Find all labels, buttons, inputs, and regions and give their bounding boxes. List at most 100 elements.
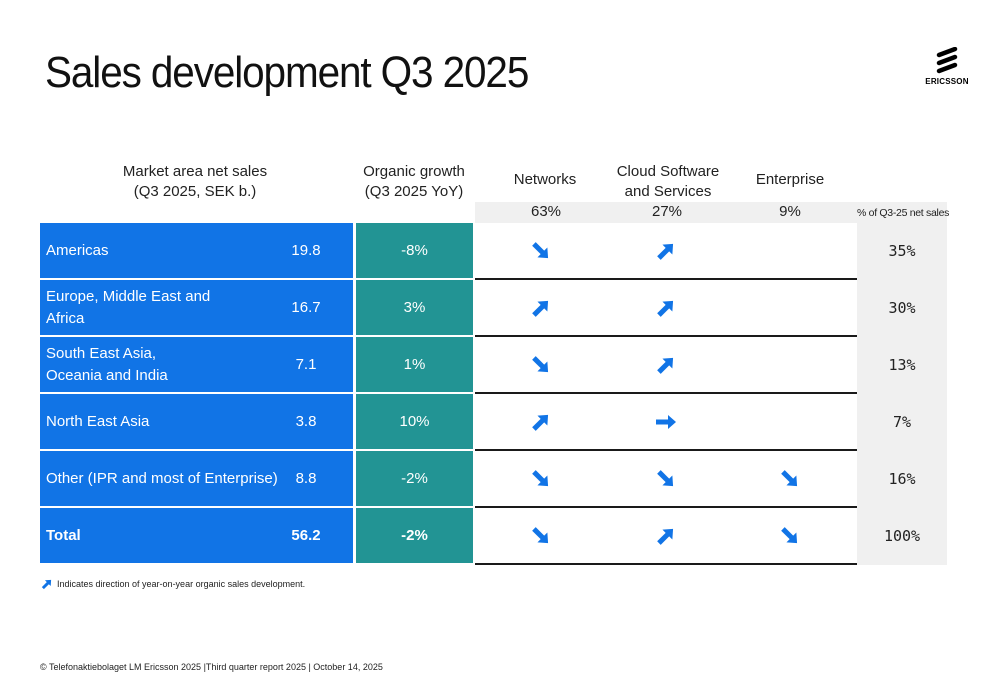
header-cloud-line2: and Services	[624, 183, 712, 200]
segment-share-band	[475, 202, 947, 223]
market-area-name: South East Asia, Oceania and India	[46, 337, 286, 392]
table-row: Europe, Middle East and Africa 16.7 3% 30%	[40, 280, 947, 337]
cloud-trend	[654, 524, 678, 548]
net-sales-value: 8.8	[295, 470, 317, 487]
table-row: North East Asia 3.8 10% 7%	[40, 394, 947, 451]
net-sales-value: 56.2	[291, 527, 321, 544]
share-value: 7%	[892, 412, 912, 431]
row-divider	[475, 335, 857, 337]
cloud-trend	[654, 467, 678, 491]
row-divider	[475, 278, 857, 280]
legend: Indicates direction of year-on-year orga…	[40, 577, 305, 591]
networks-trend	[529, 353, 553, 377]
market-area-cell: Total 56.2	[40, 508, 353, 563]
cloud-trend	[654, 239, 678, 263]
table-row: South East Asia, Oceania and India 7.1 1% 13…	[40, 337, 947, 394]
area-name-line: North East Asia	[46, 412, 150, 430]
arrow-up-icon	[532, 414, 549, 431]
arrow-up-icon	[657, 243, 674, 260]
share-label: % of Q3-25 net sales	[857, 207, 950, 219]
net-sales-value: 19.8	[291, 242, 321, 259]
row-divider	[475, 506, 857, 508]
market-area-cell: Europe, Middle East and Africa 16.7	[40, 280, 353, 335]
row-divider	[475, 563, 857, 565]
enterprise-trend	[778, 524, 802, 548]
area-name-line: Other (IPR and most of Enterprise)	[46, 469, 278, 487]
net-sales-value: 16.7	[291, 299, 321, 316]
logo-text: ERICSSON	[925, 77, 969, 86]
market-area-cell: Other (IPR and most of Enterprise) 8.8	[40, 451, 353, 506]
ericsson-logo-icon	[936, 47, 958, 74]
cloud-trend	[654, 353, 678, 377]
area-name-line: Europe, Middle East and	[46, 287, 211, 305]
arrow-up-icon	[532, 300, 549, 317]
header-cloud-software: Cloud Software and Services	[603, 162, 733, 202]
arrow-down-icon	[781, 470, 798, 487]
share-value: 30%	[888, 298, 916, 317]
cloud-trend	[654, 296, 678, 320]
networks-trend	[529, 467, 553, 491]
table-row: Total 56.2 -2% 100%	[40, 508, 947, 565]
organic-growth-value: 10%	[356, 394, 473, 449]
market-area-cell: South East Asia, Oceania and India 7.1	[40, 337, 353, 392]
table-row: Americas 19.8 -8% 35%	[40, 223, 947, 280]
cloud-share: 27%	[651, 203, 683, 220]
header-market-area-line1: Market area net sales	[122, 163, 268, 180]
ericsson-logo: ERICSSON	[922, 47, 972, 86]
organic-growth-value: -2%	[356, 451, 473, 506]
table-row: Other (IPR and most of Enterprise) 8.8 -2%…	[40, 451, 947, 508]
enterprise-trend	[778, 467, 802, 491]
networks-trend	[529, 239, 553, 263]
header-market-area-line2: (Q3 2025, SEK b.)	[133, 183, 257, 200]
area-name-line: Total	[46, 526, 81, 544]
net-sales-value: 7.1	[295, 356, 317, 373]
market-area-name: Americas	[46, 223, 286, 278]
cloud-trend	[654, 410, 678, 434]
organic-growth-value: -2%	[356, 508, 473, 563]
market-area-name: Europe, Middle East and Africa	[46, 280, 286, 335]
header-organic-growth-line1: Organic growth	[363, 163, 465, 180]
arrow-down-icon	[532, 242, 549, 259]
arrow-up-icon	[657, 300, 674, 317]
arrow-down-icon	[532, 356, 549, 373]
networks-trend	[529, 524, 553, 548]
arrow-up-icon	[657, 357, 674, 374]
arrow-down-icon	[532, 527, 549, 544]
market-area-cell: North East Asia 3.8	[40, 394, 353, 449]
organic-growth-value: 3%	[356, 280, 473, 335]
area-name-line: Americas	[46, 241, 109, 259]
organic-growth-value: -8%	[356, 223, 473, 278]
market-area-name: Total	[46, 508, 286, 563]
header-organic-growth-line2: (Q3 2025 YoY)	[364, 183, 464, 200]
enterprise-share: 9%	[779, 203, 801, 220]
net-sales-value: 3.8	[295, 413, 317, 430]
page-title: Sales development Q3 2025	[45, 48, 529, 97]
legend-text: Indicates direction of year-on-year orga…	[57, 579, 306, 589]
arrow-down-icon	[532, 470, 549, 487]
header-networks: Networks	[513, 171, 577, 188]
area-name-line: South East Asia,	[46, 344, 157, 362]
area-name-line: Oceania and India	[46, 366, 168, 384]
share-value: 100%	[883, 526, 921, 545]
arrow-down-icon	[657, 470, 674, 487]
area-name-line: Africa	[46, 309, 85, 327]
footer: © Telefonaktiebolaget LM Ericsson 2025 |…	[40, 662, 383, 672]
share-value: 13%	[888, 355, 916, 374]
row-divider	[475, 449, 857, 451]
arrow-up-right-icon	[41, 579, 52, 590]
market-area-cell: Americas 19.8	[40, 223, 353, 278]
header-enterprise: Enterprise	[755, 171, 825, 188]
organic-growth-value: 1%	[356, 337, 473, 392]
header-organic-growth: Organic growth (Q3 2025 YoY)	[355, 162, 473, 202]
header-market-area: Market area net sales (Q3 2025, SEK b.)	[40, 162, 350, 202]
networks-share: 63%	[530, 203, 562, 220]
market-area-name: North East Asia	[46, 394, 286, 449]
networks-trend	[529, 410, 553, 434]
networks-trend	[529, 296, 553, 320]
arrow-down-icon	[781, 527, 798, 544]
share-value: 35%	[888, 241, 916, 260]
market-area-name: Other (IPR and most of Enterprise)	[46, 451, 286, 506]
arrow-up-icon	[657, 528, 674, 545]
arrow-flat-icon	[656, 415, 676, 429]
share-of-net-sales-column	[857, 223, 947, 565]
